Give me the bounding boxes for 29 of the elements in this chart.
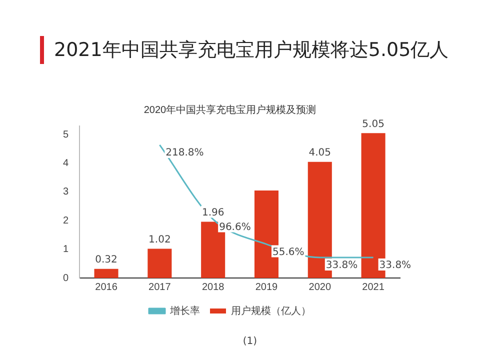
data-label: 4.05 [308, 147, 332, 158]
bar [148, 248, 172, 278]
data-label: 218.8% [166, 148, 204, 159]
y-tick-label: 4 [63, 158, 69, 170]
y-tick-label: 3 [63, 186, 69, 198]
x-tick-label: 2018 [202, 282, 225, 293]
data-label: 55.6% [272, 246, 304, 258]
data-label: 33.8% [326, 260, 358, 272]
x-tick-label: 2017 [148, 282, 172, 293]
y-tick-label: 0 [63, 272, 69, 284]
bar [94, 268, 118, 278]
data-label: 96.6% [219, 222, 251, 233]
chart-subtitle: 2020年中国共享充电宝用户规模及预测 [144, 104, 316, 116]
x-tick-label: 2016 [95, 282, 118, 293]
data-label: 5.05 [362, 118, 384, 130]
data-label: 1.96 [202, 207, 224, 218]
data-label: 0.32 [95, 254, 118, 266]
y-tick-label: 1 [63, 244, 69, 256]
chart-title: 2021年中国共享充电宝用户规模将达5.05亿人 [54, 38, 449, 63]
legend-label: 增长率 [169, 304, 200, 317]
text: (1) [242, 336, 258, 347]
x-tick-label: 2020 [308, 282, 332, 293]
legend-label: 用户规模（亿人） [231, 304, 311, 317]
x-tick-label: 2019 [255, 282, 278, 293]
data-label: 33.8% [379, 260, 412, 272]
y-tick-label: 2 [63, 215, 69, 226]
data-label: 1.02 [148, 234, 171, 246]
x-tick-label: 2021 [362, 282, 385, 293]
y-tick-label: 5 [63, 129, 69, 140]
